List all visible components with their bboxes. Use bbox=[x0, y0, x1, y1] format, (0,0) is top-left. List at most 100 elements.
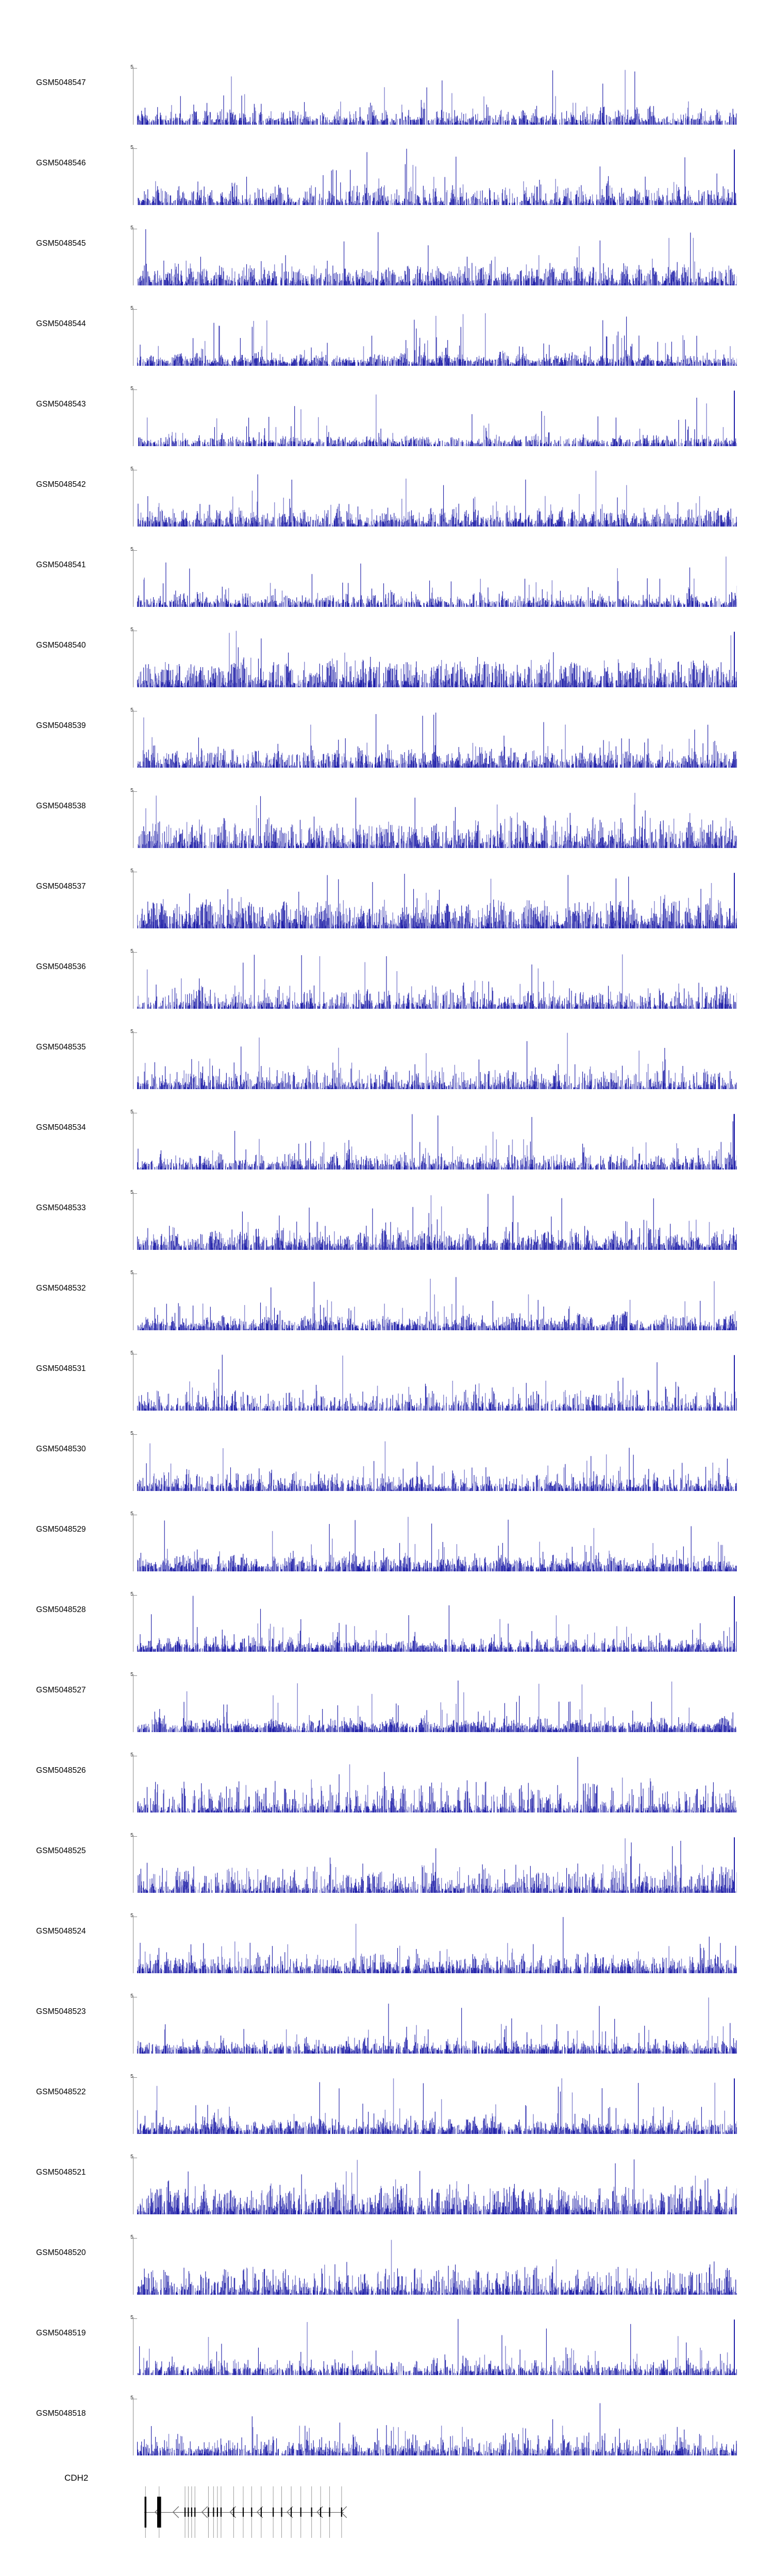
y-axis-max-label: 5 bbox=[130, 787, 133, 793]
track-y-axis: 5 bbox=[123, 1913, 138, 1973]
coverage-track[interactable]: GSM5048540 5 bbox=[0, 609, 773, 689]
coverage-track[interactable]: GSM5048539 5 bbox=[0, 689, 773, 770]
coverage-plot-area[interactable] bbox=[137, 550, 737, 607]
y-axis-bracket bbox=[133, 229, 137, 285]
coverage-plot-area[interactable] bbox=[137, 1515, 737, 1571]
coverage-plot-area[interactable] bbox=[137, 1595, 737, 1652]
coverage-track[interactable]: GSM5048525 5 bbox=[0, 1815, 773, 1895]
track-y-axis: 5 bbox=[123, 1833, 138, 1893]
coverage-plot-area[interactable] bbox=[137, 1274, 737, 1330]
y-axis-bracket bbox=[133, 1917, 137, 1973]
coverage-plot-area[interactable] bbox=[137, 872, 737, 928]
coverage-track[interactable]: GSM5048544 5 bbox=[0, 287, 773, 368]
coverage-track[interactable]: GSM5048536 5 bbox=[0, 930, 773, 1011]
y-axis-bracket bbox=[133, 470, 137, 527]
coverage-plot-area[interactable] bbox=[137, 309, 737, 366]
coverage-plot-area[interactable] bbox=[137, 1836, 737, 1893]
coverage-track[interactable]: GSM5048533 5 bbox=[0, 1172, 773, 1252]
y-axis-bracket bbox=[133, 2158, 137, 2214]
track-label-gsm5048523: GSM5048523 bbox=[36, 2007, 86, 2016]
track-label-gsm5048545: GSM5048545 bbox=[36, 239, 86, 248]
gene-model-graphic[interactable] bbox=[137, 2486, 737, 2538]
coverage-bars bbox=[137, 2158, 737, 2214]
coverage-plot-area[interactable] bbox=[137, 631, 737, 687]
gene-annotation-track[interactable]: CDH2 bbox=[0, 2473, 773, 2540]
coverage-plot-area[interactable] bbox=[137, 2158, 737, 2214]
coverage-track[interactable]: GSM5048531 5 bbox=[0, 1332, 773, 1413]
coverage-track[interactable]: GSM5048542 5 bbox=[0, 448, 773, 529]
track-label-gsm5048519: GSM5048519 bbox=[36, 2329, 86, 2337]
coverage-track[interactable]: GSM5048519 5 bbox=[0, 2297, 773, 2377]
coverage-plot-area[interactable] bbox=[137, 2399, 737, 2455]
coverage-track[interactable]: GSM5048518 5 bbox=[0, 2377, 773, 2458]
coverage-plot-area[interactable] bbox=[137, 1354, 737, 1411]
track-label-gsm5048538: GSM5048538 bbox=[36, 802, 86, 810]
track-label-gsm5048527: GSM5048527 bbox=[36, 1686, 86, 1694]
coverage-plot-area[interactable] bbox=[137, 2077, 737, 2134]
track-label-gsm5048531: GSM5048531 bbox=[36, 1364, 86, 1373]
coverage-plot-area[interactable] bbox=[137, 470, 737, 527]
y-axis-bracket bbox=[133, 1595, 137, 1652]
track-label-gsm5048522: GSM5048522 bbox=[36, 2088, 86, 2096]
coverage-track[interactable]: GSM5048524 5 bbox=[0, 1895, 773, 1975]
coverage-track[interactable]: GSM5048520 5 bbox=[0, 2216, 773, 2297]
coverage-plot-area[interactable] bbox=[137, 1193, 737, 1250]
y-axis-max-label: 5 bbox=[130, 1028, 133, 1035]
y-axis-bracket bbox=[133, 1113, 137, 1170]
coverage-track[interactable]: GSM5048522 5 bbox=[0, 2056, 773, 2136]
coverage-plot-area[interactable] bbox=[137, 229, 737, 285]
coverage-track[interactable]: GSM5048535 5 bbox=[0, 1011, 773, 1091]
coverage-track[interactable]: GSM5048521 5 bbox=[0, 2136, 773, 2216]
track-label-gsm5048543: GSM5048543 bbox=[36, 400, 86, 409]
coverage-track[interactable]: GSM5048523 5 bbox=[0, 1975, 773, 2056]
y-axis-max-label: 5 bbox=[130, 2073, 133, 2079]
coverage-track[interactable]: GSM5048534 5 bbox=[0, 1091, 773, 1172]
coverage-plot-area[interactable] bbox=[137, 2318, 737, 2375]
coverage-track[interactable]: GSM5048537 5 bbox=[0, 850, 773, 930]
coverage-plot-area[interactable] bbox=[137, 1434, 737, 1491]
coverage-track[interactable]: GSM5048526 5 bbox=[0, 1734, 773, 1815]
track-y-axis: 5 bbox=[123, 1109, 138, 1170]
coverage-plot-area[interactable] bbox=[137, 711, 737, 768]
track-label-gsm5048536: GSM5048536 bbox=[36, 962, 86, 971]
coverage-track[interactable]: GSM5048547 5 bbox=[0, 46, 773, 127]
coverage-plot-area[interactable] bbox=[137, 1756, 737, 1812]
y-axis-max-label: 5 bbox=[130, 1511, 133, 1517]
track-label-gsm5048525: GSM5048525 bbox=[36, 1846, 86, 1855]
track-label-gsm5048546: GSM5048546 bbox=[36, 159, 86, 167]
coverage-track[interactable]: GSM5048541 5 bbox=[0, 529, 773, 609]
track-y-axis: 5 bbox=[123, 1672, 138, 1732]
coverage-bars bbox=[137, 550, 737, 607]
coverage-track[interactable]: GSM5048538 5 bbox=[0, 770, 773, 850]
coverage-track[interactable]: GSM5048529 5 bbox=[0, 1493, 773, 1573]
coverage-plot-area[interactable] bbox=[137, 952, 737, 1009]
track-label-gsm5048544: GSM5048544 bbox=[36, 319, 86, 328]
y-axis-bracket bbox=[133, 2399, 137, 2455]
coverage-track[interactable]: GSM5048532 5 bbox=[0, 1252, 773, 1332]
track-label-gsm5048547: GSM5048547 bbox=[36, 78, 86, 87]
coverage-plot-area[interactable] bbox=[137, 68, 737, 125]
coverage-track[interactable]: GSM5048527 5 bbox=[0, 1654, 773, 1734]
coverage-track[interactable]: GSM5048545 5 bbox=[0, 207, 773, 287]
coverage-bars bbox=[137, 389, 737, 446]
coverage-track[interactable]: GSM5048543 5 bbox=[0, 368, 773, 448]
coverage-plot-area[interactable] bbox=[137, 148, 737, 205]
y-axis-bracket bbox=[133, 550, 137, 607]
track-y-axis: 5 bbox=[123, 787, 138, 848]
y-axis-bracket bbox=[133, 791, 137, 848]
y-axis-max-label: 5 bbox=[130, 1189, 133, 1195]
coverage-plot-area[interactable] bbox=[137, 1032, 737, 1089]
coverage-track[interactable]: GSM5048546 5 bbox=[0, 127, 773, 207]
coverage-track[interactable]: GSM5048528 5 bbox=[0, 1573, 773, 1654]
coverage-plot-area[interactable] bbox=[137, 1113, 737, 1170]
coverage-plot-area[interactable] bbox=[137, 1675, 737, 1732]
track-y-axis: 5 bbox=[123, 2234, 138, 2295]
coverage-plot-area[interactable] bbox=[137, 389, 737, 446]
coverage-plot-area[interactable] bbox=[137, 1997, 737, 2054]
coverage-plot-area[interactable] bbox=[137, 2238, 737, 2295]
coverage-track[interactable]: GSM5048530 5 bbox=[0, 1413, 773, 1493]
coverage-bars bbox=[137, 1354, 737, 1411]
coverage-plot-area[interactable] bbox=[137, 1917, 737, 1973]
coverage-plot-area[interactable] bbox=[137, 791, 737, 848]
y-axis-max-label: 5 bbox=[130, 868, 133, 874]
